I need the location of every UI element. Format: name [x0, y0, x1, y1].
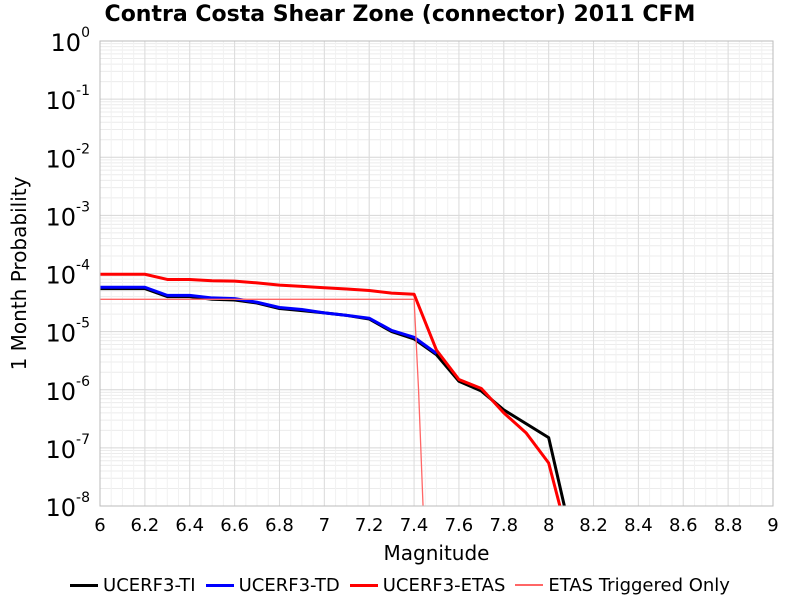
x-tick-label: 7.2 — [355, 515, 384, 536]
y-tick-base: 10 — [45, 87, 76, 115]
series-line-2 — [100, 272, 562, 506]
x-tick-label: 8.4 — [624, 515, 653, 536]
x-tick-label: 6.2 — [131, 515, 160, 536]
legend: UCERF3-TI UCERF3-TD UCERF3-ETAS ETAS Trigge… — [0, 572, 800, 598]
y-tick-exponent: 0 — [81, 25, 90, 41]
x-tick-label: 8.6 — [669, 515, 698, 536]
legend-label: ETAS Triggered Only — [548, 574, 730, 596]
x-tick-label: 7 — [319, 515, 330, 536]
y-tick-base: 10 — [45, 436, 76, 464]
y-tick-label: 10-6 — [45, 374, 90, 406]
series-line-3 — [100, 298, 424, 506]
y-tick-exponent: -5 — [76, 316, 90, 332]
x-tick-label: 6 — [94, 515, 105, 536]
legend-swatch — [205, 583, 234, 587]
legend-item: UCERF3-TD — [205, 574, 340, 596]
y-tick-exponent: -4 — [76, 258, 90, 274]
legend-item: UCERF3-TI — [70, 575, 196, 596]
y-tick-label: 100 — [51, 25, 90, 57]
y-tick-exponent: -7 — [76, 432, 90, 448]
y-tick-base: 10 — [45, 145, 76, 173]
x-tick-label: 8.2 — [579, 515, 608, 536]
legend-item: ETAS Triggered Only — [515, 575, 730, 596]
y-tick-label: 10-2 — [45, 141, 90, 173]
x-axis-label: Magnitude — [384, 541, 490, 565]
legend-swatch — [349, 583, 378, 587]
y-tick-label: 10-1 — [45, 83, 90, 115]
legend-label: UCERF3-TD — [238, 574, 340, 596]
y-tick-base: 10 — [45, 320, 76, 348]
y-tick-base: 10 — [45, 262, 76, 290]
y-tick-label: 10-3 — [45, 199, 90, 231]
y-tick-exponent: -3 — [76, 199, 90, 215]
y-tick-label: 10-5 — [45, 316, 90, 348]
y-tick-exponent: -2 — [76, 141, 90, 157]
y-tick-label: 10-4 — [45, 258, 90, 290]
y-tick-exponent: -8 — [76, 490, 90, 506]
legend-swatch — [70, 583, 99, 587]
x-tick-label: 7.4 — [400, 515, 429, 536]
legend-label: UCERF3-ETAS — [382, 574, 506, 596]
x-tick-label: 6.4 — [175, 515, 204, 536]
chart-title: Contra Costa Shear Zone (connector) 2011… — [104, 2, 696, 27]
x-tick-label: 8 — [543, 515, 554, 536]
x-tick-label: 7.8 — [489, 515, 518, 536]
y-tick-exponent: -1 — [76, 83, 90, 99]
y-tick-label: 10-8 — [45, 490, 90, 522]
legend-item: UCERF3-ETAS — [349, 574, 506, 596]
legend-swatch — [515, 584, 544, 586]
series-line-1 — [100, 285, 438, 355]
x-tick-label: 6.8 — [265, 515, 294, 536]
legend-label: UCERF3-TI — [103, 574, 196, 596]
x-tick-label: 8.8 — [714, 515, 743, 536]
y-tick-base: 10 — [51, 29, 82, 57]
x-tick-label: 9 — [767, 515, 778, 536]
y-tick-base: 10 — [45, 494, 76, 522]
y-tick-base: 10 — [45, 378, 76, 406]
y-axis-label: 1 Month Probability — [7, 176, 31, 370]
y-tick-base: 10 — [45, 203, 76, 231]
plot-border — [99, 40, 774, 507]
x-tick-label: 6.6 — [220, 515, 249, 536]
y-tick-exponent: -6 — [76, 374, 90, 390]
x-tick-label: 7.6 — [445, 515, 474, 536]
y-tick-label: 10-7 — [45, 432, 90, 464]
